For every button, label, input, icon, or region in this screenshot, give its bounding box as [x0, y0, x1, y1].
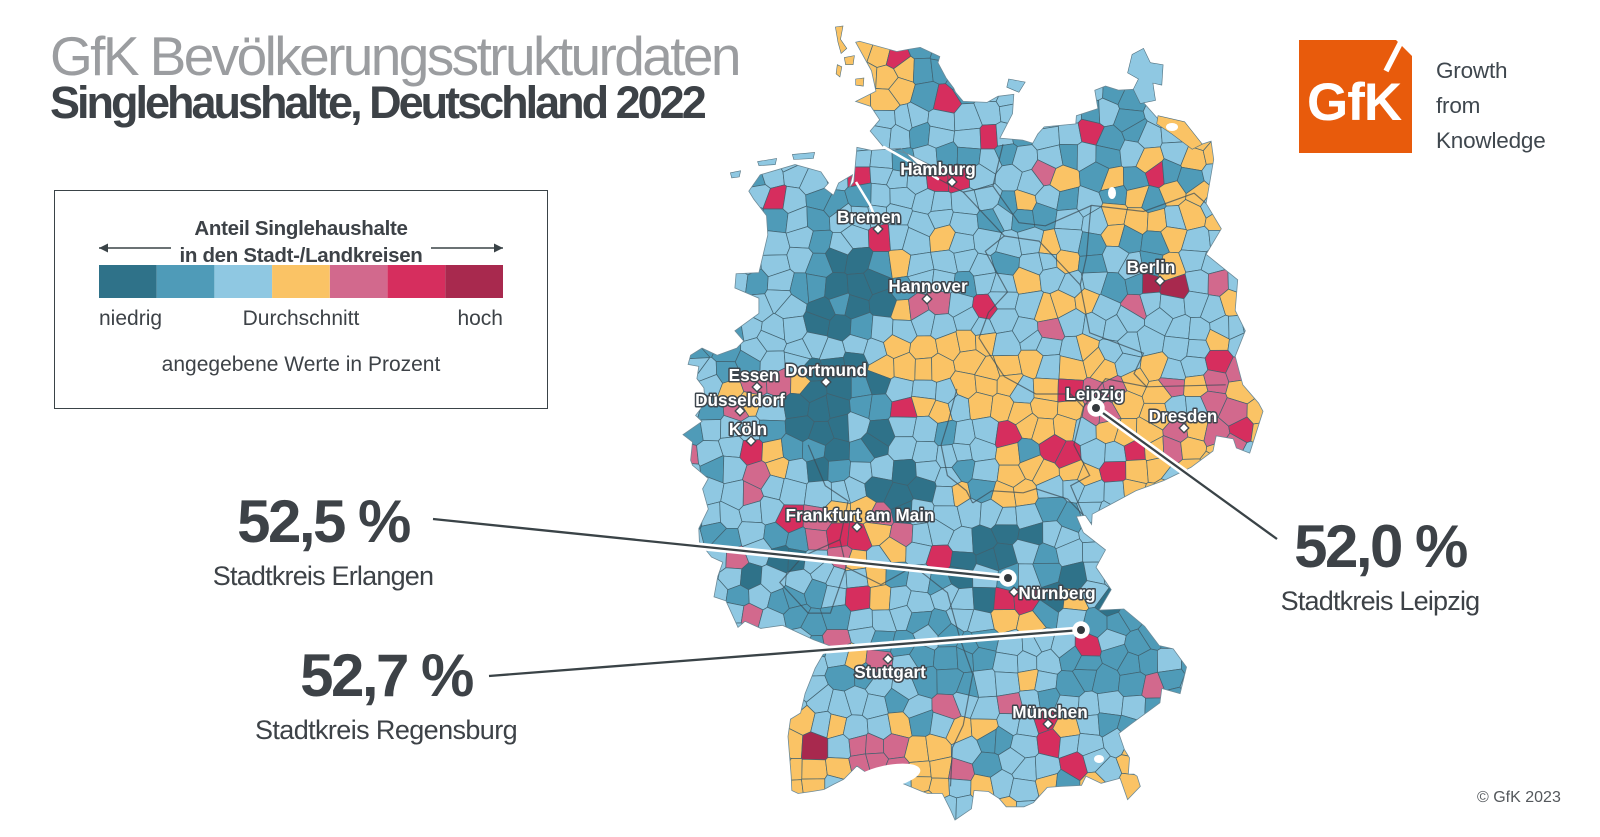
svg-text:Essen: Essen — [729, 365, 780, 385]
svg-text:München: München — [1012, 702, 1087, 722]
svg-text:Düsseldorf: Düsseldorf — [695, 390, 785, 410]
svg-text:Nürnberg: Nürnberg — [1018, 583, 1095, 603]
svg-text:Köln: Köln — [729, 419, 767, 439]
svg-text:Dresden: Dresden — [1149, 406, 1218, 426]
svg-text:Hamburg: Hamburg — [900, 159, 975, 179]
svg-text:Leipzig: Leipzig — [1065, 384, 1124, 404]
svg-text:Stuttgart: Stuttgart — [854, 662, 926, 682]
svg-text:Hannover: Hannover — [888, 276, 968, 296]
svg-text:Frankfurt am Main: Frankfurt am Main — [786, 505, 935, 525]
svg-text:Dortmund: Dortmund — [785, 360, 867, 380]
svg-text:Berlin: Berlin — [1127, 257, 1176, 277]
svg-text:GfK: GfK — [1307, 73, 1402, 132]
svg-text:Bremen: Bremen — [837, 207, 901, 227]
